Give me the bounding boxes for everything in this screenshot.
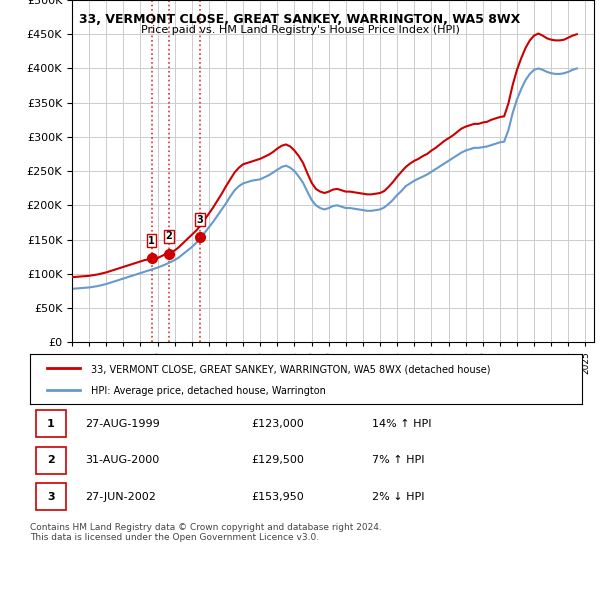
Text: 2: 2 — [47, 455, 55, 465]
Text: 2: 2 — [166, 231, 172, 241]
Text: 7% ↑ HPI: 7% ↑ HPI — [372, 455, 425, 465]
Text: Price paid vs. HM Land Registry's House Price Index (HPI): Price paid vs. HM Land Registry's House … — [140, 25, 460, 35]
Text: £153,950: £153,950 — [251, 492, 304, 502]
Text: £129,500: £129,500 — [251, 455, 304, 465]
Text: 27-JUN-2002: 27-JUN-2002 — [85, 492, 156, 502]
Text: 33, VERMONT CLOSE, GREAT SANKEY, WARRINGTON, WA5 8WX (detached house): 33, VERMONT CLOSE, GREAT SANKEY, WARRING… — [91, 364, 490, 374]
Text: £123,000: £123,000 — [251, 419, 304, 428]
Text: 31-AUG-2000: 31-AUG-2000 — [85, 455, 160, 465]
Text: 14% ↑ HPI: 14% ↑ HPI — [372, 419, 432, 428]
Text: 3: 3 — [47, 492, 55, 502]
Text: 33, VERMONT CLOSE, GREAT SANKEY, WARRINGTON, WA5 8WX: 33, VERMONT CLOSE, GREAT SANKEY, WARRING… — [79, 13, 521, 26]
Text: 1: 1 — [148, 235, 155, 245]
Text: HPI: Average price, detached house, Warrington: HPI: Average price, detached house, Warr… — [91, 386, 326, 396]
Text: 2% ↓ HPI: 2% ↓ HPI — [372, 492, 425, 502]
FancyBboxPatch shape — [35, 447, 66, 474]
FancyBboxPatch shape — [35, 410, 66, 437]
FancyBboxPatch shape — [35, 483, 66, 510]
Text: 27-AUG-1999: 27-AUG-1999 — [85, 419, 160, 428]
Text: Contains HM Land Registry data © Crown copyright and database right 2024.
This d: Contains HM Land Registry data © Crown c… — [30, 523, 382, 542]
Text: 3: 3 — [197, 215, 203, 225]
Text: 1: 1 — [47, 419, 55, 428]
